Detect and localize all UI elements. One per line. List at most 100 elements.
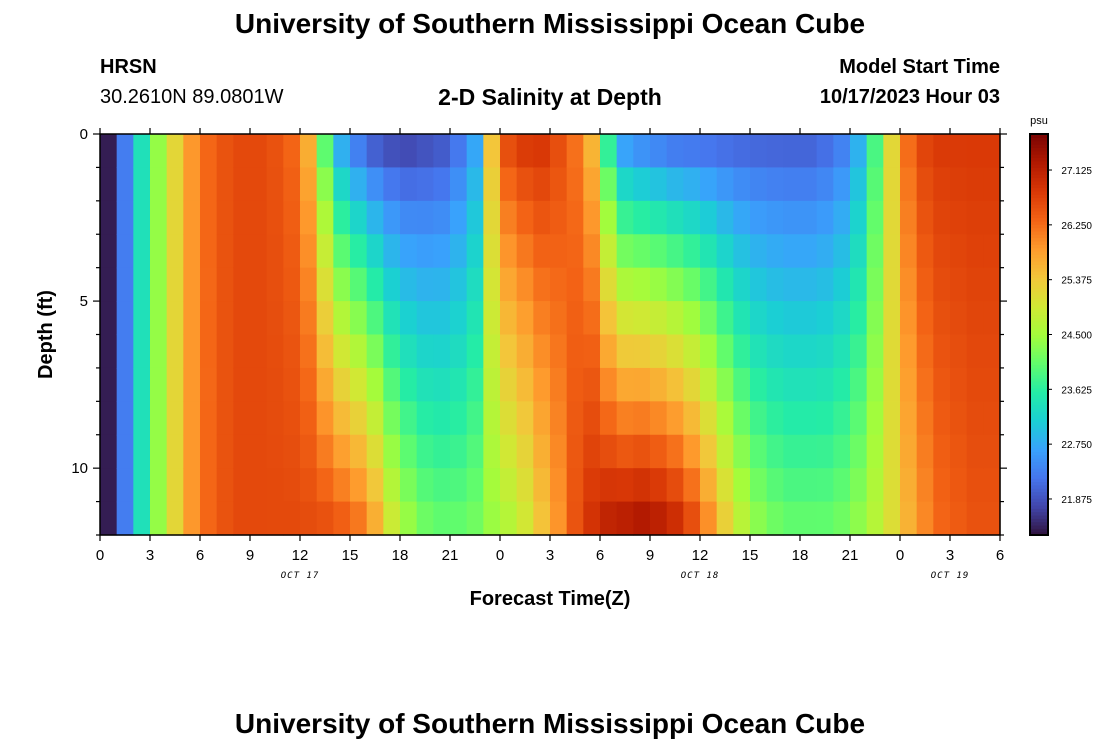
heatmap-cell <box>400 234 418 269</box>
colorbar-segment <box>1030 494 1048 499</box>
heatmap-cell <box>650 200 668 235</box>
heatmap-cell <box>483 401 501 436</box>
heatmap-cell <box>600 267 618 302</box>
heatmap-cell <box>850 367 868 402</box>
heatmap-cell <box>900 501 918 536</box>
heatmap-cell <box>900 468 918 503</box>
heatmap-cell <box>166 367 184 402</box>
heatmap-cell <box>966 401 984 436</box>
heatmap-cell <box>583 200 601 235</box>
heatmap-cell <box>566 434 584 469</box>
heatmap-cell <box>500 468 518 503</box>
heatmap-cell <box>566 501 584 536</box>
heatmap-cell <box>266 468 284 503</box>
heatmap-cell <box>516 401 534 436</box>
colorbar-segment <box>1030 531 1048 536</box>
heatmap-cell <box>883 200 901 235</box>
heatmap-cell <box>116 434 134 469</box>
colorbar-segment <box>1030 524 1048 529</box>
heatmap-cell <box>733 434 751 469</box>
heatmap-cell <box>250 434 268 469</box>
colorbar-segment <box>1030 367 1048 372</box>
heatmap-cell <box>816 301 834 336</box>
colorbar-segment <box>1030 381 1048 386</box>
colorbar-segment <box>1030 207 1048 212</box>
colorbar-segment <box>1030 354 1048 359</box>
heatmap-cell <box>716 501 734 536</box>
heatmap-cell <box>316 434 334 469</box>
heatmap-cell <box>466 134 484 169</box>
colorbar-segment <box>1030 291 1048 295</box>
heatmap-cell <box>433 167 451 202</box>
heatmap-cell <box>950 134 968 169</box>
heatmap-cell <box>733 200 751 235</box>
heatmap-cell <box>250 200 268 235</box>
heatmap-cell <box>633 267 651 302</box>
colorbar-segment <box>1030 154 1048 158</box>
heatmap-cell <box>183 501 201 536</box>
heatmap-cell <box>483 167 501 202</box>
heatmap-cell <box>833 234 851 269</box>
heatmap-cell <box>633 367 651 402</box>
heatmap-cell <box>333 301 351 336</box>
heatmap-cell <box>983 234 1001 269</box>
heatmap-cell <box>466 501 484 536</box>
heatmap-cell <box>116 301 134 336</box>
heatmap-cell <box>533 367 551 402</box>
colorbar: 21.875 22.750 23.625 24.500 25.375 26.250 27.1… <box>1029 115 1092 536</box>
heatmap-cell <box>383 167 401 202</box>
heatmap-cell <box>650 134 668 169</box>
x-tick-label: 9 <box>646 547 654 564</box>
heatmap-cell <box>383 367 401 402</box>
heatmap-cell <box>516 267 534 302</box>
colorbar-segment <box>1030 444 1048 449</box>
heatmap-cell <box>300 301 318 336</box>
colorbar-segment <box>1030 220 1048 225</box>
colorbar-segment <box>1030 488 1048 493</box>
heatmap-cell <box>983 200 1001 235</box>
heatmap-cell <box>933 301 951 336</box>
heatmap-cell <box>916 434 934 469</box>
heatmap-cell <box>316 267 334 302</box>
heatmap-cell <box>433 267 451 302</box>
heatmap-cell <box>266 334 284 369</box>
heatmap-cell <box>766 200 784 235</box>
heatmap-cell <box>700 367 718 402</box>
heatmap-cell <box>100 134 118 169</box>
colorbar-segment <box>1030 260 1048 265</box>
heatmap-cell <box>183 468 201 503</box>
heatmap-cell <box>283 367 301 402</box>
heatmap-cell <box>850 301 868 336</box>
heatmap-cell <box>166 267 184 302</box>
heatmap-cell <box>700 434 718 469</box>
colorbar-segment <box>1030 331 1048 336</box>
heatmap-cell <box>983 334 1001 369</box>
heatmap-cell <box>983 167 1001 202</box>
heatmap-cell <box>316 301 334 336</box>
heatmap-cell <box>833 401 851 436</box>
heatmap-cell <box>900 434 918 469</box>
heatmap-cell <box>566 334 584 369</box>
heatmap-cell <box>500 200 518 235</box>
heatmap-cell <box>700 167 718 202</box>
heatmap-cell <box>466 401 484 436</box>
heatmap-cell <box>950 434 968 469</box>
heatmap-cell <box>783 434 801 469</box>
heatmap-cell <box>150 334 168 369</box>
heatmap-cell <box>533 167 551 202</box>
heatmap-cell <box>900 267 918 302</box>
heatmap-cell <box>333 167 351 202</box>
heatmap-cell <box>483 200 501 235</box>
heatmap-cell <box>700 401 718 436</box>
heatmap-cell <box>700 234 718 269</box>
heatmap-cell <box>333 501 351 536</box>
heatmap-cell <box>383 401 401 436</box>
heatmap-cell <box>650 401 668 436</box>
colorbar-segment <box>1030 484 1048 489</box>
heatmap-cell <box>666 200 684 235</box>
colorbar-segment <box>1030 187 1048 192</box>
heatmap-cell <box>683 267 701 302</box>
colorbar-segment <box>1030 190 1048 195</box>
heatmap-cell <box>216 200 234 235</box>
heatmap-cell <box>983 434 1001 469</box>
